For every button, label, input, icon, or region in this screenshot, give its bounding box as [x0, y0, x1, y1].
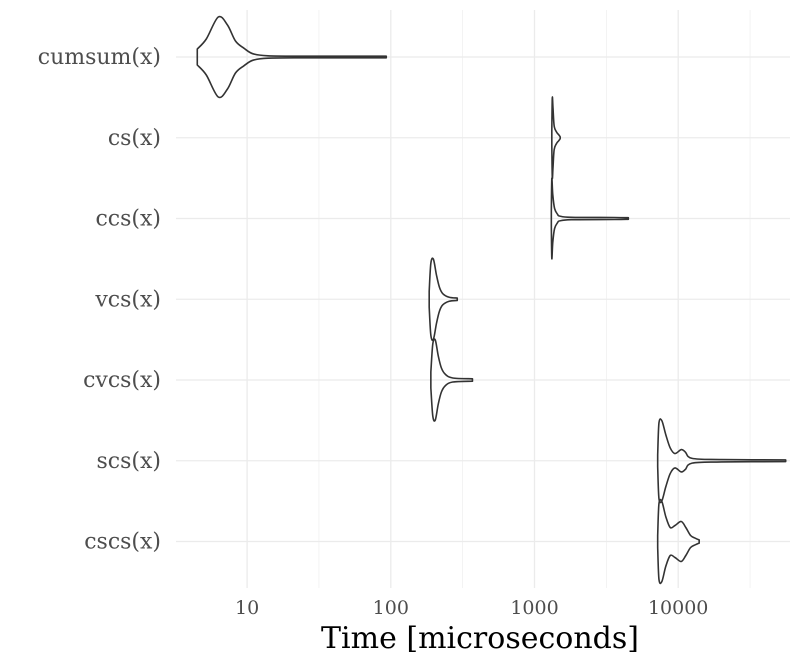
category-label: cvcs(x)	[83, 368, 161, 393]
violin-cvcsx	[430, 338, 474, 422]
category-label: cscs(x)	[84, 530, 161, 555]
x-tick-label: 1000	[510, 597, 558, 619]
x-tick-label: 10	[235, 597, 259, 619]
violin-ccsx	[550, 177, 630, 260]
x-tick-label: 10000	[648, 597, 708, 619]
axis-labels: 10 100 1000 10000 cumsum(x) cs(x) ccs(x) vcs(x)…	[38, 45, 709, 619]
category-label: ccs(x)	[95, 207, 161, 232]
violins	[196, 15, 787, 585]
category-label: vcs(x)	[94, 287, 161, 312]
violin-scsx	[656, 418, 787, 504]
category-label: cs(x)	[108, 126, 161, 151]
violin-vcsx	[428, 257, 459, 342]
grid-lines	[176, 10, 790, 588]
category-label: cumsum(x)	[38, 45, 161, 70]
violin-csx	[551, 96, 562, 180]
category-label: scs(x)	[97, 449, 161, 474]
x-tick-label: 100	[373, 597, 409, 619]
violin-cumsumx	[196, 15, 388, 99]
x-axis-title: Time [microseconds]	[321, 621, 639, 656]
violin-cscsx	[656, 498, 700, 585]
